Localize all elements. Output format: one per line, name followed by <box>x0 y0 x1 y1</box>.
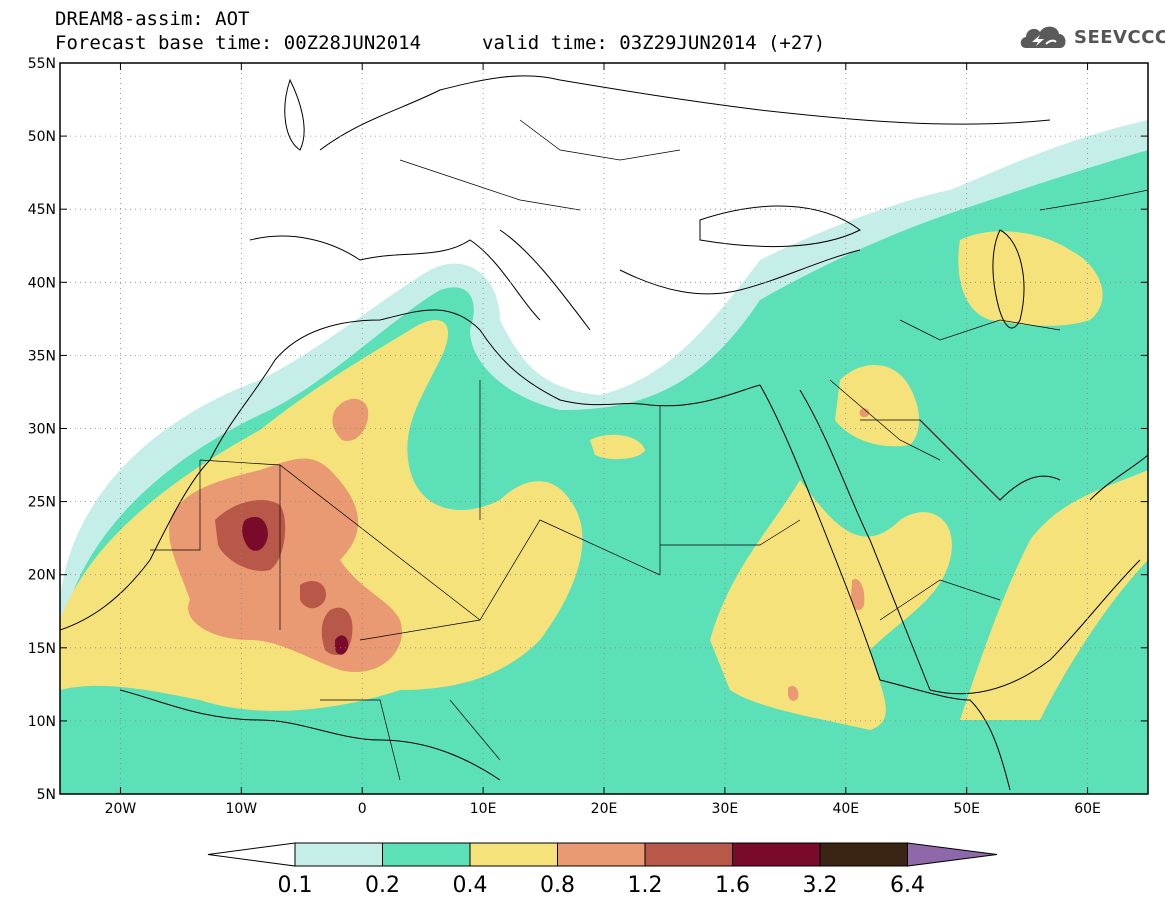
colorbar-under-triangle <box>207 842 296 867</box>
coastline-caspian <box>992 229 1025 329</box>
coastline-greece-turkey <box>619 249 861 295</box>
colorbar-over-triangle <box>907 842 998 867</box>
coastline-black-sea <box>699 205 861 248</box>
colorbar-segment <box>557 842 646 867</box>
cloud-icon <box>1020 26 1066 48</box>
lat-label: 50N <box>28 129 56 145</box>
lon-label: 20W <box>105 801 137 817</box>
border-segment <box>359 519 661 641</box>
colorbar-label: 3.2 <box>803 873 838 898</box>
map-title: DREAM8-assim: AOT <box>55 8 250 30</box>
coastline-europe-south <box>249 235 541 321</box>
lat-label: 30N <box>28 422 56 438</box>
coastline-europe-north <box>319 75 1051 151</box>
border-segment <box>320 699 401 781</box>
lat-label: 5N <box>37 787 56 803</box>
colorbar-segment <box>644 842 733 867</box>
coastline-africa-gulf <box>119 689 501 781</box>
lon-label: 10W <box>225 801 257 817</box>
aot-contour-0.4-arabia <box>960 470 1148 720</box>
aot-contour-0.8-north <box>332 398 369 441</box>
coastline-somalia <box>879 679 1011 791</box>
colorbar-segment <box>294 842 383 867</box>
aot-contour-0.4-east <box>710 480 952 730</box>
colorbar-label: 0.2 <box>365 873 400 898</box>
aot-contour-iraq-core <box>859 408 870 418</box>
border-segment <box>829 379 941 461</box>
country-borders <box>150 119 1148 781</box>
lat-label: 55N <box>28 56 56 72</box>
coastline-madagascar-hint <box>1089 454 1148 501</box>
colorbar-segment <box>819 842 908 867</box>
colorbar <box>207 842 998 867</box>
border-segment <box>519 119 681 161</box>
lat-label: 35N <box>28 348 56 364</box>
border-segment <box>150 460 201 551</box>
border-segment <box>879 579 1001 621</box>
border-segment <box>449 699 501 761</box>
coastline-africa-west <box>60 309 761 631</box>
lat-label: 20N <box>28 568 56 584</box>
lon-label: 10E <box>470 801 497 817</box>
aot-contour-0.4-iraq <box>835 365 920 447</box>
colorbar-label: 0.8 <box>540 873 575 898</box>
coastline-red-sea-west <box>759 384 881 681</box>
colorbar-segment <box>382 842 471 867</box>
gridlines <box>60 63 1148 794</box>
colorbar-label: 1.2 <box>628 873 663 898</box>
aot-contour-1.6 <box>242 516 349 655</box>
longitude-labels: 20W 10W 0 10E 20E 30E 40E 50E 60E <box>105 801 1101 817</box>
logo-text: SEEVCCC <box>1074 26 1165 48</box>
border-segment <box>899 319 1061 341</box>
border-segment <box>1039 189 1148 211</box>
lon-label: 50E <box>953 801 980 817</box>
aot-contour-0.4-caspian <box>958 231 1103 326</box>
lat-label: 45N <box>28 202 56 218</box>
valid-time: valid time: 03Z29JUN2014 (+27) <box>482 32 826 54</box>
lat-label: 10N <box>28 714 56 730</box>
colorbar-label: 0.1 <box>278 873 313 898</box>
latitude-labels: 55N 50N 45N 40N 35N 30N 25N 20N 15N 10N 5N <box>28 56 56 803</box>
lat-label: 40N <box>28 275 56 291</box>
aot-contour-sudan <box>788 685 799 701</box>
lat-label: 15N <box>28 641 56 657</box>
seevccc-logo: SEEVCCC <box>1018 22 1165 52</box>
lon-label: 30E <box>712 801 739 817</box>
colorbar-label: 6.4 <box>890 873 925 898</box>
aot-contour-eritrea <box>851 579 865 611</box>
colorbar-labels: 0.1 0.2 0.4 0.8 1.2 1.6 3.2 6.4 <box>278 873 926 898</box>
border-segment <box>660 519 801 546</box>
aot-field <box>60 120 1148 794</box>
lon-label: 0 <box>358 801 367 817</box>
coastline-uk <box>284 78 305 151</box>
coastline-red-sea-east <box>799 389 931 691</box>
colorbar-segment <box>732 842 821 867</box>
lon-label: 40E <box>832 801 859 817</box>
lon-label: 20E <box>591 801 618 817</box>
coastline-italy <box>499 229 591 331</box>
axis-ticks <box>60 62 1148 795</box>
lat-label: 25N <box>28 495 56 511</box>
forecast-base-time: Forecast base time: 00Z28JUN2014 <box>55 32 422 54</box>
lon-label: 60E <box>1074 801 1101 817</box>
border-segment <box>399 159 581 211</box>
coastline-gulf <box>919 419 1061 501</box>
colorbar-label: 0.4 <box>453 873 488 898</box>
colorbar-segment <box>469 842 558 867</box>
colorbar-label: 1.6 <box>715 873 750 898</box>
